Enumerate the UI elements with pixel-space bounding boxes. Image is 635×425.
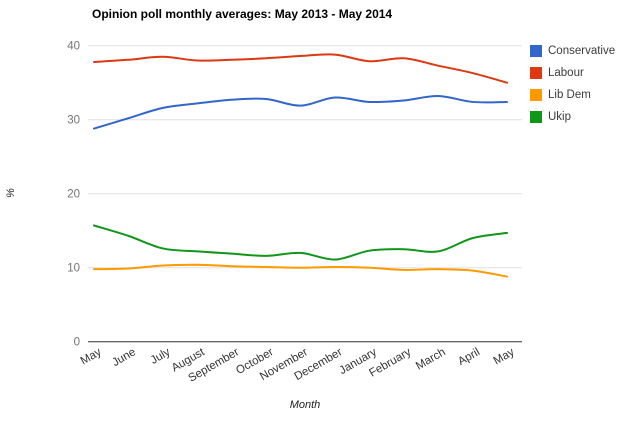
y-tick-label-0: 0 bbox=[74, 337, 80, 349]
x-tick-label-march-10: March bbox=[414, 346, 448, 372]
x-axis-title: Month bbox=[289, 399, 321, 411]
legend-label-conservative: Conservative bbox=[548, 45, 616, 57]
series-line-ukip[interactable] bbox=[93, 224, 508, 261]
x-tick-label-april-11: April bbox=[456, 346, 482, 368]
series-line-labour[interactable] bbox=[93, 53, 508, 84]
legend-swatch-labour bbox=[530, 67, 542, 79]
legend-label-lib-dem: Lib Dem bbox=[548, 89, 591, 101]
y-tick-label-20: 20 bbox=[67, 189, 80, 201]
x-tick-label-may-12: May bbox=[492, 346, 517, 367]
legend-label-ukip: Ukip bbox=[548, 111, 572, 123]
series-line-lib-dem[interactable] bbox=[93, 263, 508, 278]
y-tick-label-10: 10 bbox=[67, 263, 80, 275]
x-tick-label-june-1: June bbox=[110, 346, 138, 369]
legend-swatch-ukip bbox=[530, 111, 542, 123]
legend-item-labour[interactable]: Labour bbox=[530, 62, 615, 84]
legend-swatch-lib-dem bbox=[530, 89, 542, 101]
legend: Conservative Labour Lib Dem Ukip bbox=[530, 40, 615, 128]
legend-label-labour: Labour bbox=[548, 67, 584, 79]
y-tick-label-30: 30 bbox=[67, 115, 80, 127]
legend-item-lib-dem[interactable]: Lib Dem bbox=[530, 84, 615, 106]
series-line-conservative[interactable] bbox=[93, 95, 508, 130]
chart-title: Opinion poll monthly averages: May 2013 … bbox=[92, 7, 393, 21]
legend-item-ukip[interactable]: Ukip bbox=[530, 106, 615, 128]
legend-item-conservative[interactable]: Conservative bbox=[530, 40, 615, 62]
legend-swatch-conservative bbox=[530, 45, 542, 57]
y-tick-label-40: 40 bbox=[67, 41, 80, 53]
x-tick-label-may-0: May bbox=[79, 346, 104, 367]
